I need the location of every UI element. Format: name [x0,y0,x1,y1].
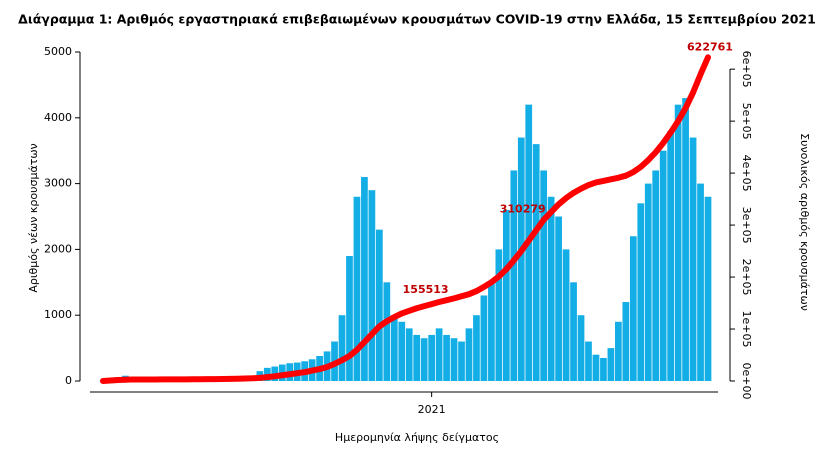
bar [675,105,682,381]
chart-title: Διάγραμμα 1: Αριθμός εργαστηριακά επιβεβ… [18,12,816,27]
bar [413,335,420,381]
y-tick-label: 2000 [44,242,72,255]
bar [615,322,622,381]
bar [451,338,458,381]
bar [548,197,555,381]
y2-axis-label: Συνολικός αριθμός κρουσμάτων [798,133,811,311]
bar [533,144,540,381]
bar [369,190,376,381]
y-tick-label: 0 [65,374,72,387]
y2-tick-label: 4e+05 [740,155,753,192]
bar [458,342,465,381]
bar [391,315,398,381]
y-tick-label: 5000 [44,45,72,58]
bar [443,335,450,381]
bar [570,282,577,381]
bar [563,249,570,381]
bar [518,138,525,381]
x-axis-label: Ημερομηνία λήψης δείγματος [335,431,499,444]
y-axis-label: Αριθμός νέων κρουσμάτων [27,143,40,292]
bar [428,335,435,381]
bar [421,338,428,381]
bar [645,184,652,381]
bar [593,355,600,381]
bar [652,170,659,381]
bar [697,184,704,381]
y2-tick-label: 3e+05 [740,207,753,244]
bar [705,197,712,381]
data-label: 310279 [500,203,546,216]
bar [682,98,689,381]
bar [608,348,615,381]
y2-tick-label: 1e+05 [740,311,753,348]
bar [690,138,697,381]
bar [376,230,383,381]
y-tick-label: 3000 [44,177,72,190]
y2-tick-label: 0e+00 [740,363,753,400]
y2-tick-label: 6e+05 [740,51,753,88]
bar [481,295,488,381]
bar [660,151,667,381]
bar [578,315,585,381]
bar [436,328,443,381]
data-label: 155513 [403,283,449,296]
bar [600,358,607,381]
bar [473,315,480,381]
x-tick-label: 2021 [418,403,446,416]
bar [637,203,644,381]
y-tick-label: 4000 [44,111,72,124]
bar [466,328,473,381]
bar [346,256,353,381]
bar [555,217,562,382]
bar [622,302,629,381]
bar [361,177,368,381]
bar [488,282,495,381]
bar [406,328,413,381]
bar [383,282,390,381]
bar [398,322,405,381]
bar [630,236,637,381]
bar [339,315,346,381]
bar [496,249,503,381]
y-tick-label: 1000 [44,308,72,321]
bar [503,210,510,381]
bar [585,342,592,381]
data-label: 622761 [687,40,733,53]
y2-tick-label: 5e+05 [740,103,753,140]
y2-tick-label: 2e+05 [740,259,753,296]
bar [667,131,674,381]
